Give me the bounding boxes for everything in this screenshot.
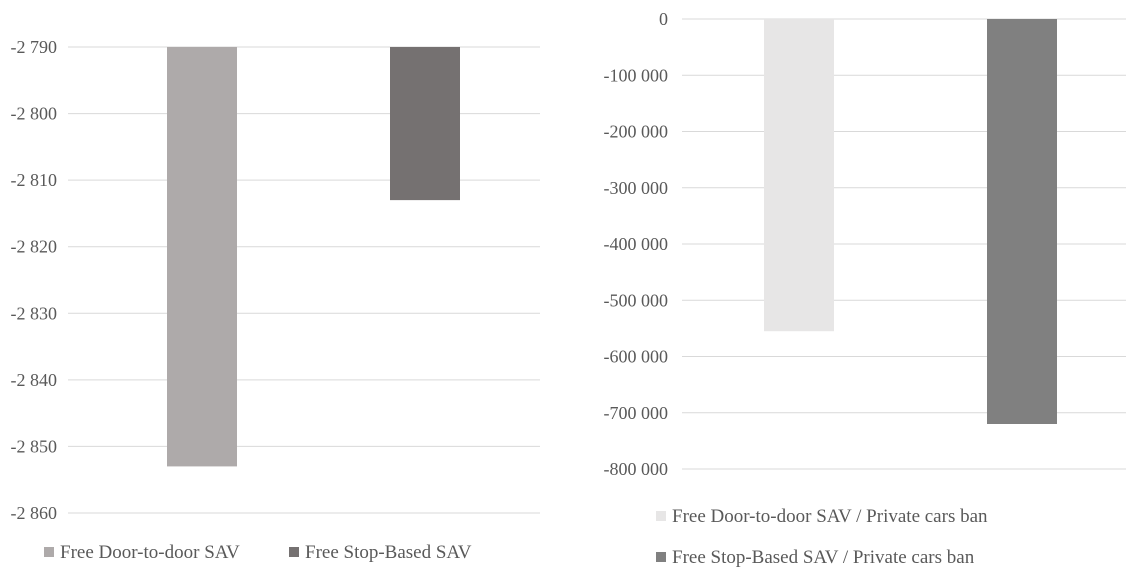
left-y-tick-label: -2 790 [11, 37, 58, 57]
right-y-tick-label: -200 000 [604, 122, 669, 142]
left-y-tick-label: -2 810 [11, 170, 58, 190]
right-bar-2 [987, 19, 1057, 424]
left-y-tick-label: -2 840 [11, 370, 58, 390]
left-y-tick-label: -2 860 [11, 503, 58, 523]
left-legend-label: Free Door-to-door SAV [60, 542, 240, 563]
left-y-tick-label: -2 820 [11, 237, 58, 257]
right-y-tick-label: 0 [659, 9, 668, 29]
left-legend-swatch [44, 547, 54, 557]
left-legend-swatch [289, 547, 299, 557]
left-y-tick-label: -2 830 [11, 303, 58, 323]
right-y-tick-label: -800 000 [604, 459, 669, 479]
right-y-tick-label: -400 000 [604, 234, 669, 254]
right-y-tick-label: -100 000 [604, 65, 669, 85]
right-bar-1 [764, 19, 834, 331]
right-legend-label: Free Door-to-door SAV / Private cars ban [672, 506, 988, 527]
right-y-tick-label: -700 000 [604, 403, 669, 423]
right-y-tick-label: -500 000 [604, 290, 669, 310]
right-y-tick-label: -600 000 [604, 347, 669, 367]
right-legend-label: Free Stop-Based SAV / Private cars ban [672, 547, 975, 568]
left-y-tick-label: -2 800 [11, 104, 58, 124]
right-y-tick-label: -300 000 [604, 178, 669, 198]
right-chart: 0 -100 000 -200 000 -300 000 -400 000 -500 00… [604, 9, 1126, 568]
right-legend-swatch [656, 552, 666, 562]
left-bar-1 [167, 47, 237, 466]
left-legend-label: Free Stop-Based SAV [305, 542, 472, 563]
left-bar-2 [390, 47, 460, 200]
left-y-tick-label: -2 850 [11, 436, 58, 456]
left-chart: -2 790 -2 800 -2 810 -2 820 -2 830 -2 840 -2 8… [11, 37, 541, 563]
right-legend-swatch [656, 511, 666, 521]
